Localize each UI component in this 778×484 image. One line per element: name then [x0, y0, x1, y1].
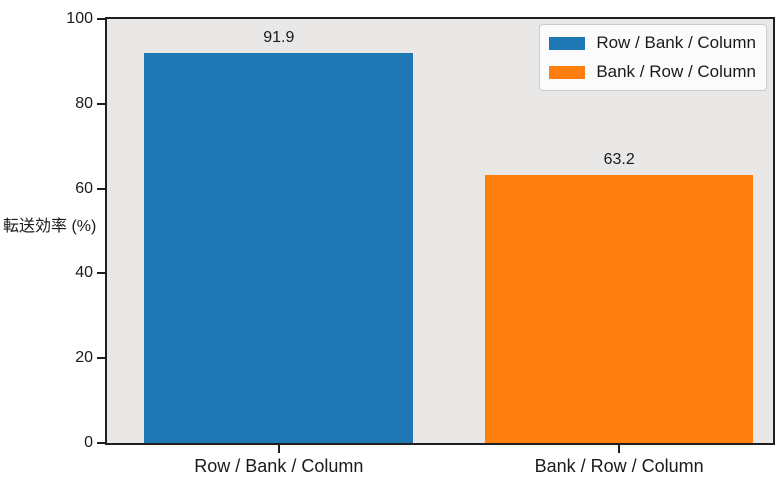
y-tick-label: 0	[84, 434, 93, 451]
legend-entry-bank-row-column: Bank / Row / Column	[549, 62, 756, 82]
x-tick-label: Row / Bank / Column	[194, 456, 364, 476]
x-tick-label: Bank / Row / Column	[534, 456, 704, 476]
legend-swatch-orange-icon	[549, 65, 586, 79]
y-tick-mark	[97, 187, 105, 190]
y-tick-label: 100	[66, 10, 93, 27]
bar-value-label-row-bank-column: 91.9	[263, 29, 295, 47]
plot-inner: 91.9 63.2 Row / Bank / Column Bank / Row…	[107, 19, 773, 443]
x-tick-mark	[618, 445, 621, 453]
y-tick-mark	[97, 18, 105, 20]
y-tick-mark	[97, 357, 105, 360]
legend-label-bank-row-column: Bank / Row / Column	[596, 62, 756, 81]
y-tick-mark	[97, 272, 105, 275]
y-tick-mark	[97, 102, 105, 105]
y-tick-label: 80	[75, 94, 93, 112]
legend: Row / Bank / Column Bank / Row / Column	[539, 24, 767, 91]
legend-entry-row-bank-column: Row / Bank / Column	[549, 33, 756, 53]
y-tick-label: 40	[75, 264, 93, 282]
plot-area: 91.9 63.2 Row / Bank / Column Bank / Row…	[105, 17, 775, 445]
y-tick-label: 20	[75, 349, 93, 367]
y-tick-label: 60	[75, 179, 93, 197]
legend-swatch-blue-icon	[549, 36, 586, 50]
bar-value-label-bank-row-column: 63.2	[603, 151, 635, 169]
y-axis-title: 転送効率 (%)	[3, 218, 97, 235]
bar-bank-row-column	[485, 175, 753, 443]
bar-row-bank-column	[144, 53, 414, 443]
legend-label-row-bank-column: Row / Bank / Column	[596, 33, 756, 52]
y-tick-mark	[97, 442, 105, 444]
x-tick-mark	[277, 445, 280, 453]
